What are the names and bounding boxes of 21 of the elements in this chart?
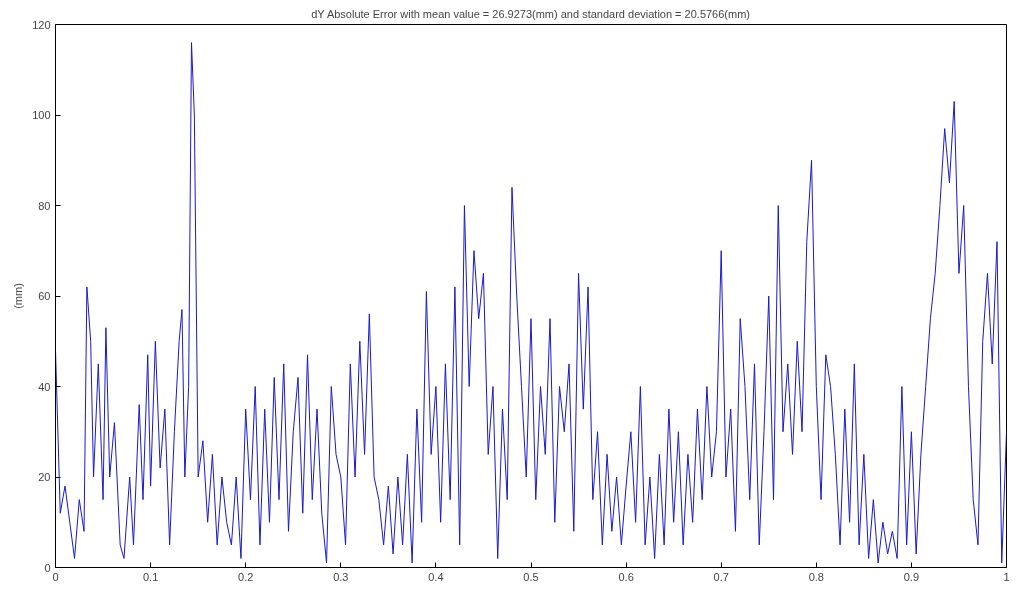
x-tick-label: 0.6 (618, 570, 634, 583)
y-tick-label: 80 (38, 199, 51, 212)
x-tick-label: 0.7 (713, 570, 729, 583)
y-tick-label: 20 (38, 471, 51, 483)
y-axis-title: (mm) (12, 283, 25, 309)
x-tick-label: 0.2 (238, 570, 254, 583)
y-tick-label: 120 (32, 18, 51, 31)
chart-title: dY Absolute Error with mean value = 26.9273(mm) and standard deviation = 20.5766(mm) (311, 7, 751, 20)
x-tick-label: 1 (1003, 570, 1010, 583)
y-tick-label: 60 (38, 290, 51, 302)
x-tick-label: 0.5 (523, 570, 539, 583)
x-tick-label: 0 (52, 570, 59, 583)
x-tick-label: 0.3 (333, 570, 349, 583)
y-tick-label: 100 (32, 109, 51, 121)
line-series (55, 42, 1007, 564)
y-tick-label: 40 (38, 380, 51, 393)
x-tick-label: 0.4 (428, 570, 444, 583)
y-tick-label: 0 (44, 561, 51, 574)
x-tick-label: 0.9 (903, 570, 920, 583)
x-tick-label: 0.8 (808, 570, 824, 583)
x-tick-label: 0.1 (142, 570, 159, 583)
